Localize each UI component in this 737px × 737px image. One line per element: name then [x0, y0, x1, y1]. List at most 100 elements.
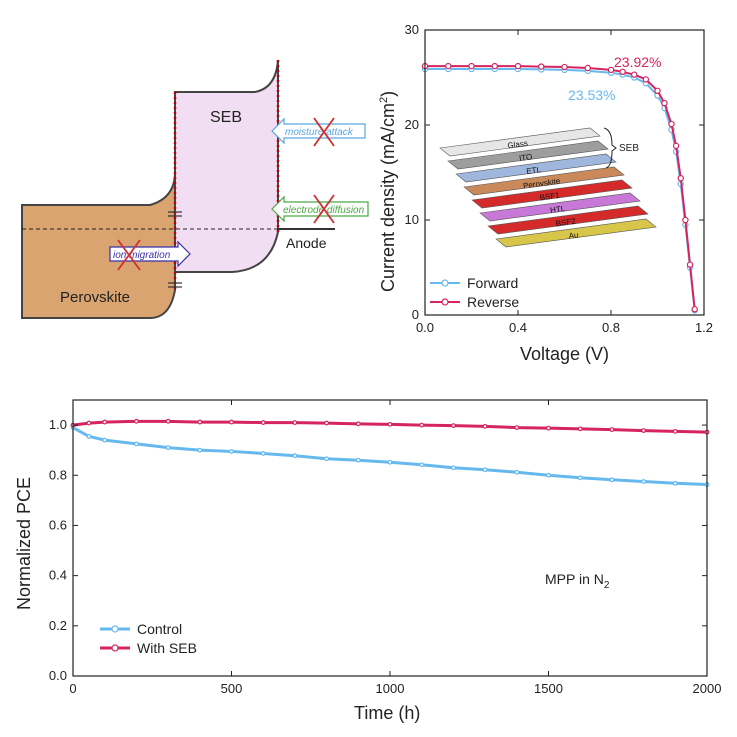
interface-marks — [168, 211, 182, 288]
y-tick-label: 0.4 — [49, 568, 67, 583]
data-point — [514, 62, 522, 70]
mpp-annotation: MPP in N2 — [545, 571, 610, 591]
data-point — [451, 465, 456, 471]
data-point — [491, 62, 498, 70]
seb-bracket-label: SEB — [619, 143, 639, 154]
perovskite-band — [21, 171, 176, 319]
stability-y-axis-label: Normalized PCE — [14, 477, 34, 610]
data-point — [642, 76, 650, 83]
stack-layer-label: Au — [568, 230, 579, 240]
electrode-cross-icon — [313, 194, 335, 224]
data-point — [482, 467, 488, 473]
data-point — [86, 420, 92, 426]
stability-legend: Control With SEB — [100, 621, 197, 656]
jv-plot-frame — [424, 29, 705, 316]
data-point — [324, 456, 330, 462]
data-point — [631, 71, 638, 78]
data-point — [324, 420, 330, 426]
stack-layer — [471, 179, 633, 209]
y-tick-label: 20 — [405, 117, 419, 132]
data-point — [86, 433, 92, 439]
data-point — [133, 441, 139, 447]
y-tick-label: 0.8 — [49, 467, 67, 482]
data-point — [102, 437, 108, 443]
data-point — [661, 99, 668, 107]
stack-layer — [495, 218, 657, 248]
x-tick-label: 0.8 — [602, 320, 620, 335]
stack-layer — [463, 166, 625, 196]
data-point — [546, 472, 551, 478]
data-point — [387, 459, 393, 465]
x-tick-label: 2000 — [693, 681, 722, 696]
x-tick-label: 1000 — [376, 681, 405, 696]
y-tick-label: 0.2 — [49, 618, 67, 633]
stack-layer-label: BSF1 — [539, 191, 561, 203]
data-point — [165, 445, 171, 451]
data-point — [682, 216, 689, 224]
data-point — [451, 423, 456, 428]
data-point — [292, 453, 298, 459]
series-line-with-seb — [72, 419, 708, 434]
y-tick-label: 0.0 — [49, 668, 67, 683]
data-point — [691, 306, 698, 313]
jv-annotation-forward: 23.53% — [568, 87, 615, 103]
seb-label: SEB — [210, 109, 242, 126]
legend-label: Control — [137, 621, 182, 637]
data-point — [641, 428, 646, 434]
data-point — [577, 475, 583, 481]
x-tick-label: 0.4 — [509, 320, 527, 335]
data-point — [514, 469, 520, 475]
x-tick-label: 500 — [221, 681, 243, 696]
y-tick-label: 30 — [405, 22, 419, 37]
data-point — [355, 457, 361, 463]
data-point — [133, 418, 139, 424]
data-point — [260, 420, 266, 425]
perovskite-label: Perovskite — [60, 289, 130, 306]
legend-marker — [111, 625, 119, 633]
stability-x-axis-label: Time (h) — [354, 703, 420, 723]
ion-cross-icon — [117, 239, 141, 271]
series-line-control — [72, 426, 708, 487]
y-tick-label: 1.0 — [49, 417, 67, 432]
data-point — [619, 68, 626, 76]
data-point — [468, 62, 475, 70]
legend-marker — [441, 298, 449, 306]
data-point — [229, 449, 234, 454]
stack-layer — [479, 192, 641, 222]
data-point — [445, 62, 452, 70]
legend-marker — [111, 644, 119, 652]
data-point — [355, 421, 361, 427]
legend-label: Forward — [467, 275, 518, 291]
jv-x-axis-label: Voltage (V) — [520, 344, 609, 364]
legend-label: Reverse — [467, 294, 519, 310]
data-point — [584, 64, 591, 72]
data-point — [482, 423, 488, 429]
data-point — [609, 477, 615, 483]
legend-label: With SEB — [137, 640, 197, 656]
data-point — [609, 427, 615, 433]
stack-layer-label: ETL — [526, 165, 542, 176]
data-point — [419, 422, 425, 428]
stack-layer-label: BSF2 — [555, 217, 577, 229]
electrode-diffusion-arrow: electrode diffusion — [271, 194, 369, 224]
stability-chart: 0 500 1000 1500 2000 0.0 0.2 0.4 0.6 0.8 1.0 Contr… — [14, 399, 722, 723]
data-point — [607, 66, 615, 74]
stack-layer — [439, 127, 601, 157]
y-tick-label: 0 — [412, 307, 419, 322]
data-point — [577, 426, 583, 432]
x-tick-label: 1.2 — [695, 320, 713, 335]
data-point — [419, 462, 425, 468]
stack-layer-label: ITO — [518, 152, 532, 163]
stack-layer — [487, 205, 649, 235]
data-point — [672, 480, 678, 486]
band-schematic: SEB Anode Perovskite moisture attack ele… — [21, 59, 369, 319]
data-point — [672, 428, 678, 434]
data-point — [229, 419, 234, 425]
seb-bracket — [603, 127, 617, 169]
moisture-attack-label: moisture attack — [285, 127, 354, 138]
data-point — [654, 87, 661, 95]
jv-legend: Forward Reverse — [430, 275, 519, 310]
data-point — [538, 63, 545, 70]
seb-band — [174, 59, 279, 273]
